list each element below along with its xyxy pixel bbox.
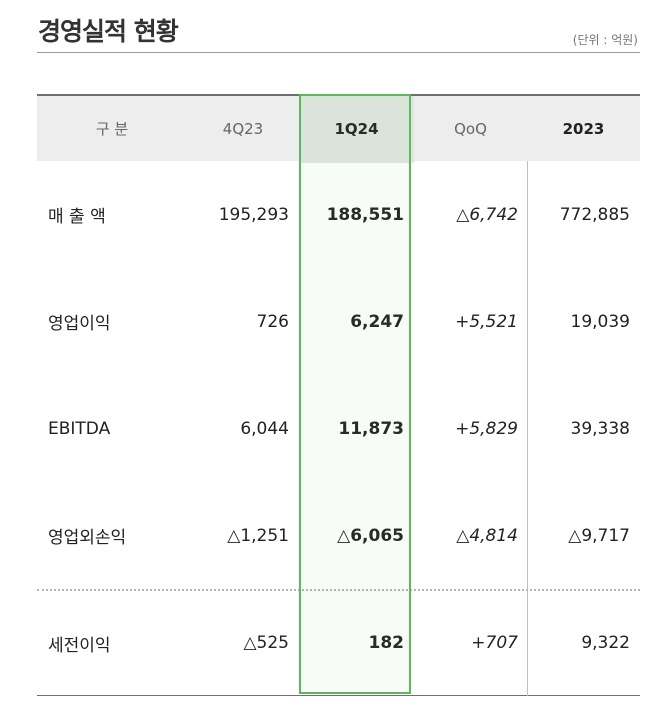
results-table: 구 분 4Q23 1Q24 QoQ 2023 매 출 액 195,293 188… — [37, 94, 640, 696]
cell-2023: △9,717 — [568, 525, 630, 546]
cell-qoq: △6,742 — [456, 204, 518, 225]
cell-1q24: 11,873 — [338, 418, 404, 439]
table-row-pretax: 세전이익 △525 182 +707 9,322 — [37, 589, 640, 695]
row-label: 영업외손익 — [48, 528, 127, 548]
header-qoq: QoQ — [454, 119, 487, 138]
table-bottom-rule — [37, 695, 640, 696]
row-label: 매 출 액 — [48, 207, 106, 227]
title-divider — [37, 52, 640, 53]
cell-1q24: 182 — [368, 633, 405, 653]
unit-label: (단위 : 억원) — [572, 33, 638, 47]
cell-1q24: 6,247 — [350, 311, 404, 332]
cell-4q23: △1,251 — [227, 525, 289, 546]
table-row-ebitda: EBITDA 6,044 11,873 +5,829 39,338 — [37, 375, 640, 482]
header-4q23: 4Q23 — [222, 119, 264, 138]
table-row-revenue: 매 출 액 195,293 188,551 △6,742 772,885 — [37, 161, 640, 268]
row-label: 세전이익 — [48, 635, 111, 656]
cell-qoq: +5,521 — [455, 311, 518, 332]
table-row-operating-profit: 영업이익 726 6,247 +5,521 19,039 — [37, 268, 640, 375]
cell-4q23: 726 — [256, 311, 289, 332]
cell-1q24: 188,551 — [326, 204, 404, 225]
cell-qoq: △4,814 — [456, 525, 518, 546]
cell-4q23: 195,293 — [218, 204, 289, 225]
row-label: EBITDA — [48, 418, 111, 439]
cell-2023: 9,322 — [581, 633, 630, 653]
cell-qoq: +707 — [471, 633, 518, 653]
header-2023: 2023 — [562, 119, 605, 138]
row-label: 영업이익 — [48, 314, 111, 334]
cell-qoq: +5,829 — [455, 418, 518, 439]
cell-4q23: △525 — [243, 633, 289, 653]
header-1q24: 1Q24 — [334, 119, 379, 138]
header-category: 구 분 — [95, 120, 129, 138]
cell-4q23: 6,044 — [240, 418, 289, 439]
cell-2023: 772,885 — [559, 204, 630, 225]
cell-1q24: △6,065 — [337, 525, 404, 546]
page-title: 경영실적 현황 — [38, 17, 179, 46]
cell-2023: 39,338 — [570, 418, 630, 439]
highlight-header-bg — [299, 96, 414, 163]
table-header-row: 구 분 4Q23 1Q24 QoQ 2023 — [37, 94, 640, 163]
column-divider — [527, 96, 528, 696]
cell-2023: 19,039 — [570, 311, 630, 332]
table-row-non-operating: 영업외손익 △1,251 △6,065 △4,814 △9,717 — [37, 482, 640, 589]
